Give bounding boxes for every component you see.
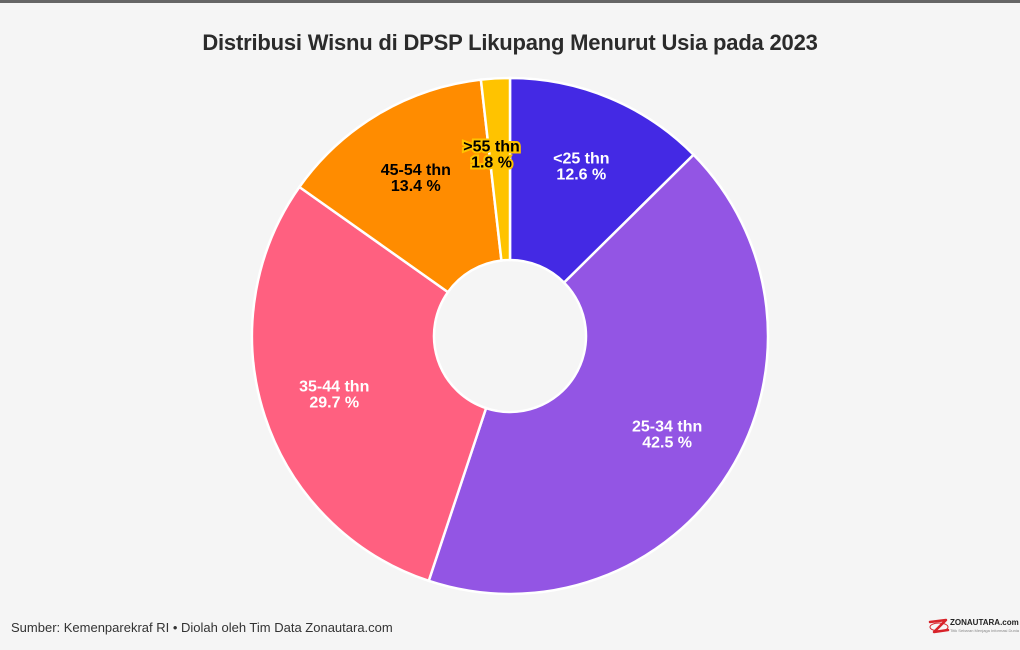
slice-value-2: 29.7 %: [309, 395, 359, 412]
slice-value-4: 1.8 %: [471, 154, 512, 171]
slice-value-3: 13.4 %: [391, 178, 441, 195]
slice-2: [250, 185, 488, 583]
slice-category-1: 25-34 thn: [632, 419, 702, 436]
top-rule: [0, 0, 1020, 3]
slice-0: [508, 76, 696, 285]
slice-category-0: <25 thn: [553, 150, 609, 167]
slice-4: [479, 76, 512, 262]
logo-mark-icon: [928, 618, 950, 634]
chart-title: Distribusi Wisnu di DPSP Likupang Menuru…: [202, 30, 818, 55]
slice-category-4: >55 thn: [463, 138, 519, 155]
slice-label-4: >55 thn 1.8 %: [463, 138, 519, 171]
label-group: <25 thn 12.6 % 25-34 thn 42.5 % 35-44 thn 29.…: [299, 136, 702, 452]
zonautara-logo: ZONAUTARA.com Titik Sebaran Menjaga Info…: [928, 616, 1019, 638]
slice-category-3: 45-54 thn: [381, 162, 451, 179]
source-note: Sumber: Kemenparekraf RI • Diolah oleh T…: [11, 620, 393, 635]
slice-1: [427, 152, 770, 596]
slice-label-1: 25-34 thn 42.5 %: [632, 419, 702, 452]
logo-name: ZONAUTARA.com: [950, 618, 1019, 627]
donut-chart: <25 thn 12.6 % 25-34 thn 42.5 % 35-44 thn 29.…: [250, 76, 770, 596]
slice-3: [297, 78, 503, 294]
slice-label-3: 45-54 thn 13.4 %: [381, 162, 451, 195]
slice-value-0: 12.6 %: [556, 166, 606, 183]
slice-label-2: 35-44 thn 29.7 %: [299, 379, 369, 412]
slice-category-2: 35-44 thn: [299, 379, 369, 396]
logo-tagline: Titik Sebaran Menjaga Informasi Dunia: [950, 628, 1019, 633]
slice-label-0: <25 thn 12.6 %: [553, 150, 609, 183]
slice-value-1: 42.5 %: [642, 435, 692, 452]
slice-group: [250, 76, 770, 596]
